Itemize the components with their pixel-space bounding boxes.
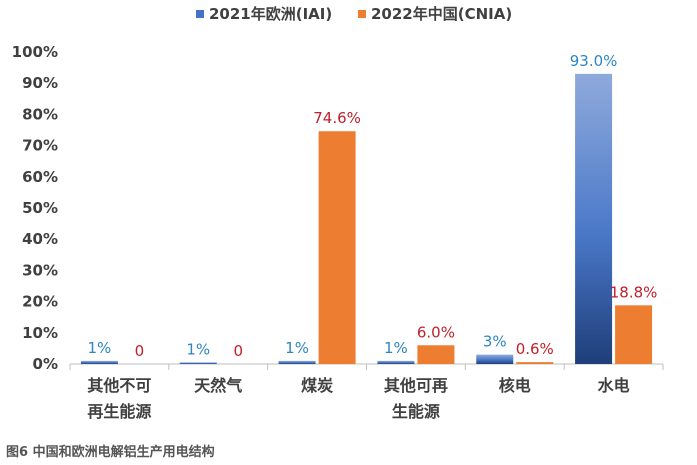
bar-eu-2021 bbox=[377, 360, 415, 364]
bar-cn-2022 bbox=[417, 345, 455, 364]
legend-swatch bbox=[358, 10, 366, 18]
x-tick-label: 核电 bbox=[499, 376, 531, 395]
y-axis: 0% 10% 20% 30% 40% 50% 60% 70% 80% 90% 100% bbox=[12, 43, 58, 373]
y-tick-label: 60% bbox=[22, 168, 58, 186]
x-tick-label: 其他不可再生能源 bbox=[87, 376, 151, 421]
y-tick-label: 80% bbox=[22, 105, 58, 123]
x-axis: 其他不可再生能源 天然气 煤炭 其他可再生能源 核电 水电 bbox=[69, 363, 664, 421]
bar-eu-2021 bbox=[476, 354, 514, 364]
bar-eu-2021 bbox=[278, 360, 316, 364]
bar-eu-2021 bbox=[80, 360, 118, 364]
data-label: 6.0% bbox=[417, 323, 455, 341]
legend: 2021年欧洲(IAI) 2022年中国(CNIA) bbox=[196, 5, 512, 23]
y-tick-label: 10% bbox=[22, 324, 58, 342]
data-label: 1% bbox=[285, 339, 309, 357]
data-label: 3% bbox=[483, 333, 507, 351]
y-tick-label: 50% bbox=[22, 199, 58, 217]
y-tick-label: 20% bbox=[22, 293, 58, 311]
data-label: 74.6% bbox=[313, 109, 361, 127]
y-tick-label: 0% bbox=[33, 355, 58, 373]
bar-cn-2022 bbox=[615, 305, 653, 364]
legend-label: 2022年中国(CNIA) bbox=[371, 5, 512, 23]
data-labels: 1% 1% 1% 1% 3% 93.0% 0 0 74.6% 6.0% 0.6% 18.8% bbox=[88, 52, 658, 360]
bar-cn-2022 bbox=[516, 362, 554, 364]
data-label: 93.0% bbox=[570, 52, 618, 70]
data-label: 1% bbox=[186, 340, 210, 358]
bar-eu-2021 bbox=[575, 73, 613, 364]
bar-eu-2021 bbox=[179, 362, 217, 364]
figure-caption: 图6 中国和欧洲电解铝生产用电结构 bbox=[6, 445, 215, 460]
y-tick-label: 40% bbox=[22, 230, 58, 248]
data-label: 1% bbox=[384, 339, 408, 357]
legend-swatch bbox=[196, 10, 204, 18]
y-tick-label: 30% bbox=[22, 261, 58, 279]
data-label: 0 bbox=[233, 342, 243, 360]
x-tick-label: 水电 bbox=[598, 376, 630, 395]
data-label: 0.6% bbox=[516, 340, 554, 358]
bar-cn-2022 bbox=[318, 131, 356, 364]
data-label: 18.8% bbox=[610, 283, 658, 301]
x-tick-label: 煤炭 bbox=[301, 376, 333, 395]
data-label: 1% bbox=[88, 339, 112, 357]
legend-label: 2021年欧洲(IAI) bbox=[209, 5, 332, 23]
data-label: 0 bbox=[135, 342, 145, 360]
y-tick-label: 100% bbox=[12, 43, 58, 61]
y-tick-label: 90% bbox=[22, 74, 58, 92]
y-tick-label: 70% bbox=[22, 137, 58, 155]
bars bbox=[80, 73, 653, 364]
x-tick-label: 其他可再生能源 bbox=[384, 376, 448, 421]
x-tick-label: 天然气 bbox=[194, 376, 242, 395]
